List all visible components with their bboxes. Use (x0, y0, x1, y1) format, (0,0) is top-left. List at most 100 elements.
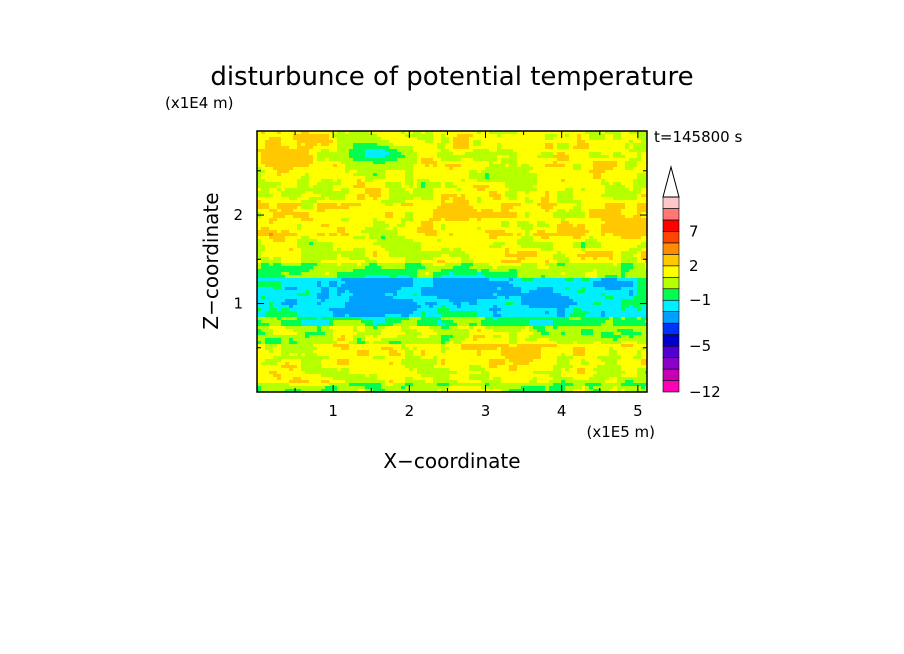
heatmap-cell (633, 272, 638, 276)
heatmap-cell (465, 158, 470, 162)
heatmap-cell (497, 143, 502, 147)
heatmap-cell (401, 194, 406, 198)
heatmap-cell (581, 209, 586, 213)
heatmap-cell (549, 194, 554, 198)
heatmap-cell (597, 278, 602, 282)
heatmap-cell (537, 218, 542, 222)
heatmap-cell (309, 143, 314, 147)
heatmap-cell (545, 278, 550, 282)
heatmap-cell (461, 200, 466, 204)
heatmap-cell (309, 152, 314, 156)
heatmap-cell (605, 173, 610, 177)
heatmap-cell (597, 176, 602, 180)
heatmap-cell (573, 260, 578, 264)
heatmap-cell (593, 131, 598, 135)
heatmap-cell (469, 134, 474, 138)
heatmap-cell (269, 263, 274, 267)
heatmap-cell (589, 206, 594, 210)
heatmap-cell (417, 254, 422, 258)
heatmap-cell (537, 134, 542, 138)
heatmap-cell (445, 164, 450, 168)
heatmap-cell (277, 197, 282, 201)
heatmap-cell (293, 185, 298, 189)
heatmap-cell (513, 161, 518, 165)
heatmap-cell (429, 278, 434, 282)
heatmap-cell (389, 224, 394, 228)
heatmap-cell (473, 146, 478, 150)
heatmap-cell (389, 197, 394, 201)
heatmap-cell (317, 200, 322, 204)
heatmap-cell (313, 149, 318, 153)
heatmap-cell (441, 221, 446, 225)
heatmap-cell (573, 179, 578, 183)
heatmap-cell (301, 269, 306, 273)
heatmap-cell (277, 236, 282, 240)
heatmap-cell (377, 131, 382, 135)
heatmap-cell (477, 203, 482, 207)
heatmap-cell (477, 257, 482, 261)
heatmap-cell (557, 269, 562, 273)
heatmap-cell (605, 197, 610, 201)
heatmap-cell (321, 146, 326, 150)
heatmap-cell (325, 143, 330, 147)
heatmap-cell (605, 209, 610, 213)
heatmap-cell (481, 263, 486, 267)
heatmap-cell (445, 263, 450, 267)
heatmap-cell (605, 143, 610, 147)
heatmap-cell (429, 143, 434, 147)
heatmap-cell (257, 173, 262, 177)
heatmap-cell (477, 263, 482, 267)
heatmap-cell (297, 245, 302, 249)
heatmap-cell (413, 194, 418, 198)
heatmap-cell (433, 188, 438, 192)
heatmap-cell (601, 269, 606, 273)
heatmap-cell (401, 161, 406, 165)
heatmap-cell (333, 275, 338, 279)
heatmap-cell (277, 173, 282, 177)
heatmap-cell (561, 197, 566, 201)
heatmap-cell (557, 134, 562, 138)
heatmap-cell (545, 281, 550, 285)
heatmap-cell (409, 239, 414, 243)
heatmap-cell (325, 164, 330, 168)
heatmap-cell (533, 206, 538, 210)
heatmap-cell (557, 194, 562, 198)
heatmap-cell (513, 263, 518, 267)
heatmap-cell (625, 227, 630, 231)
heatmap-cell (305, 224, 310, 228)
heatmap-cell (265, 164, 270, 168)
heatmap-cell (597, 149, 602, 153)
heatmap-cell (385, 230, 390, 234)
heatmap-cell (553, 155, 558, 159)
heatmap-cell (337, 191, 342, 195)
heatmap-cell (377, 218, 382, 222)
heatmap-cell (477, 146, 482, 150)
heatmap-cell (497, 215, 502, 219)
heatmap-cell (597, 200, 602, 204)
heatmap-cell (529, 275, 534, 279)
heatmap-cell (317, 239, 322, 243)
heatmap-cell (369, 278, 374, 282)
heatmap-cell (373, 239, 378, 243)
heatmap-cell (385, 233, 390, 237)
heatmap-cell (641, 152, 646, 156)
heatmap-cell (613, 143, 618, 147)
heatmap-cell (369, 140, 374, 144)
heatmap-cell (517, 236, 522, 240)
heatmap-cell (337, 239, 342, 243)
heatmap-cell (301, 170, 306, 174)
heatmap-cell (457, 149, 462, 153)
heatmap-cell (413, 149, 418, 153)
heatmap-cell (573, 185, 578, 189)
heatmap-cell (293, 218, 298, 222)
heatmap-cell (493, 257, 498, 261)
heatmap-cell (453, 209, 458, 213)
heatmap-cell (445, 245, 450, 249)
heatmap-cell (321, 167, 326, 171)
heatmap-cell (549, 200, 554, 204)
heatmap-cell (421, 233, 426, 237)
heatmap-cell (485, 161, 490, 165)
heatmap-cell (589, 248, 594, 252)
heatmap-cell (265, 281, 270, 285)
heatmap-cell (433, 263, 438, 267)
